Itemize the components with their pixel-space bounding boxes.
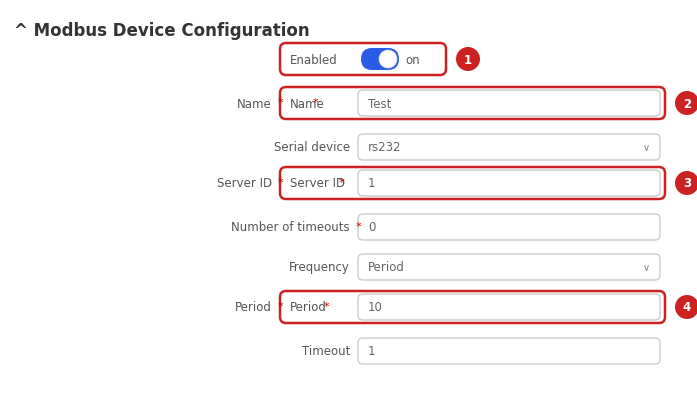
Text: Frequency: Frequency	[289, 261, 350, 274]
FancyBboxPatch shape	[358, 91, 660, 117]
Text: 2: 2	[683, 97, 691, 110]
Text: 10: 10	[368, 301, 383, 314]
Text: *: *	[323, 301, 329, 311]
Text: ∨: ∨	[643, 143, 650, 153]
Text: Serial device: Serial device	[274, 141, 350, 154]
Text: Timeout: Timeout	[302, 345, 350, 358]
Text: 4: 4	[683, 301, 691, 314]
FancyBboxPatch shape	[358, 254, 660, 280]
Text: Enabled: Enabled	[290, 53, 338, 66]
Text: Period: Period	[368, 261, 405, 274]
Text: 1: 1	[464, 53, 472, 66]
Text: *: *	[278, 301, 284, 311]
Text: *: *	[278, 177, 284, 188]
Text: Server ID: Server ID	[290, 177, 345, 190]
FancyBboxPatch shape	[361, 49, 399, 71]
Circle shape	[675, 172, 697, 196]
Text: Period: Period	[235, 301, 272, 314]
Text: ∨: ∨	[643, 262, 650, 272]
FancyBboxPatch shape	[358, 338, 660, 364]
Text: 1: 1	[368, 177, 376, 190]
FancyBboxPatch shape	[280, 291, 665, 323]
Text: *: *	[356, 222, 362, 231]
Text: *: *	[339, 177, 344, 188]
Text: ^ Modbus Device Configuration: ^ Modbus Device Configuration	[14, 22, 309, 40]
Text: *: *	[278, 98, 284, 108]
Text: on: on	[405, 53, 420, 66]
Circle shape	[379, 51, 397, 69]
Text: *: *	[313, 98, 319, 108]
Text: rs232: rs232	[368, 141, 401, 154]
Circle shape	[675, 92, 697, 116]
FancyBboxPatch shape	[358, 215, 660, 241]
Text: Number of timeouts: Number of timeouts	[231, 221, 350, 234]
FancyBboxPatch shape	[280, 88, 665, 120]
FancyBboxPatch shape	[280, 44, 446, 76]
Text: 0: 0	[368, 221, 376, 234]
Text: Period: Period	[290, 301, 327, 314]
Text: Name: Name	[290, 97, 325, 110]
FancyBboxPatch shape	[280, 168, 665, 200]
Text: Server ID: Server ID	[217, 177, 272, 190]
Circle shape	[675, 295, 697, 319]
FancyBboxPatch shape	[358, 135, 660, 161]
Text: Name: Name	[237, 97, 272, 110]
FancyBboxPatch shape	[358, 294, 660, 320]
Circle shape	[456, 48, 480, 72]
Text: 3: 3	[683, 177, 691, 190]
Text: 1: 1	[368, 345, 376, 358]
Text: Test: Test	[368, 97, 392, 110]
FancyBboxPatch shape	[358, 171, 660, 196]
